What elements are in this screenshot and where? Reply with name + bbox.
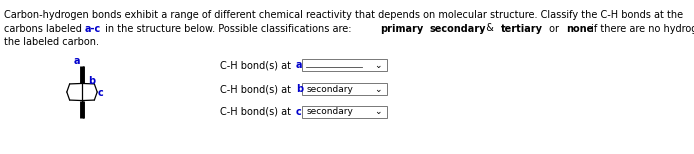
Text: or: or xyxy=(545,24,561,34)
Text: secondary: secondary xyxy=(307,85,353,93)
FancyBboxPatch shape xyxy=(303,59,387,71)
Text: ⌄: ⌄ xyxy=(374,85,381,93)
Text: primary: primary xyxy=(380,24,423,34)
Text: C-H bond(s) at: C-H bond(s) at xyxy=(220,60,294,70)
Text: Carbon-hydrogen bonds exhibit a range of different chemical reactivity that depe: Carbon-hydrogen bonds exhibit a range of… xyxy=(4,10,683,20)
Text: C-H bond(s) at: C-H bond(s) at xyxy=(220,84,294,94)
FancyBboxPatch shape xyxy=(303,106,387,118)
Text: c: c xyxy=(296,107,302,117)
Text: ,: , xyxy=(419,24,425,34)
Text: b: b xyxy=(296,84,303,94)
Text: C-H bond(s) at: C-H bond(s) at xyxy=(220,107,294,117)
Text: c: c xyxy=(98,88,103,98)
Text: a: a xyxy=(74,56,80,66)
Text: secondary: secondary xyxy=(430,24,486,34)
Text: a: a xyxy=(296,60,303,70)
Text: , &: , & xyxy=(480,24,497,34)
FancyBboxPatch shape xyxy=(303,83,387,95)
Text: a-c: a-c xyxy=(85,24,101,34)
Text: none: none xyxy=(566,24,593,34)
Text: carbons labeled: carbons labeled xyxy=(4,24,85,34)
Text: ⌄: ⌄ xyxy=(374,61,381,69)
Text: in the structure below. Possible classifications are:: in the structure below. Possible classif… xyxy=(102,24,355,34)
Text: secondary: secondary xyxy=(307,107,353,116)
Text: if there are no hydrogens at: if there are no hydrogens at xyxy=(589,24,694,34)
Text: the labeled carbon.: the labeled carbon. xyxy=(4,37,99,47)
Text: tertiary: tertiary xyxy=(500,24,543,34)
Text: ⌄: ⌄ xyxy=(374,107,381,116)
Text: b: b xyxy=(88,76,96,86)
